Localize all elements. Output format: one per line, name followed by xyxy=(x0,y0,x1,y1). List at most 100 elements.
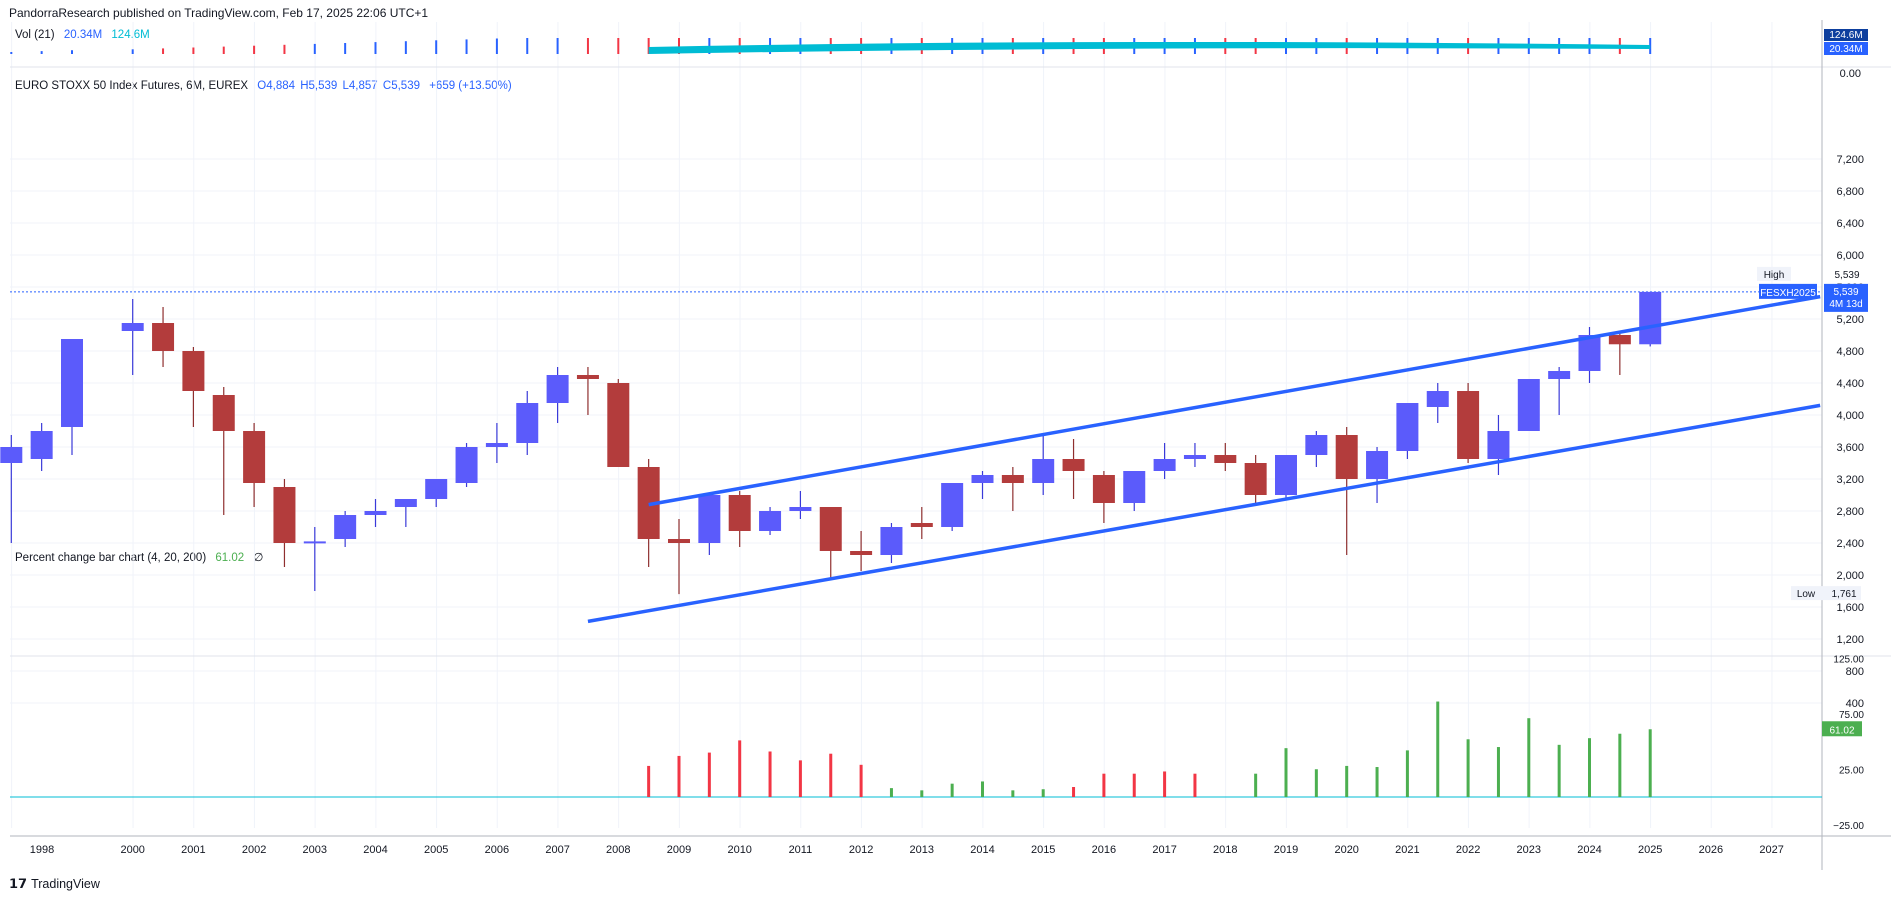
time-axis-label: 2007 xyxy=(545,844,569,856)
pct-axis-tick-label: −25.00 xyxy=(1833,821,1864,832)
price-axis-tick-label: 2,800 xyxy=(1836,506,1864,518)
pct-bar xyxy=(1284,748,1288,797)
price-axis-tick-label: 6,800 xyxy=(1836,186,1864,198)
candle-body xyxy=(1275,455,1297,495)
price-axis-tick-label: 800 xyxy=(1846,666,1864,678)
candle-body xyxy=(910,523,933,527)
pct-bar xyxy=(920,790,924,797)
candle-body xyxy=(941,483,964,527)
candle-body xyxy=(152,323,175,351)
candle-body xyxy=(1244,463,1267,495)
price-axis-tick-label: 4,000 xyxy=(1836,410,1864,422)
pct-axis-tick-label: 75.00 xyxy=(1839,710,1864,721)
candle-body xyxy=(1426,391,1449,407)
symbol-title: EURO STOXX 50 Index Futures, 6M, EUREX xyxy=(15,80,249,92)
candle-body xyxy=(243,431,266,483)
candle-body xyxy=(61,339,83,427)
pct-bar xyxy=(1254,773,1258,797)
pct-bar xyxy=(1345,765,1349,797)
price-legend[interactable]: EURO STOXX 50 Index Futures, 6M, EUREX O… xyxy=(15,80,518,92)
time-axis-label: 2023 xyxy=(1517,844,1541,856)
candle-body xyxy=(728,495,751,531)
candle-body xyxy=(425,479,448,499)
pct-bar xyxy=(1466,739,1470,797)
candle-body xyxy=(364,511,387,515)
time-axis-label: 2005 xyxy=(424,844,448,856)
time-axis-label: 1998 xyxy=(30,844,54,856)
volume-ma-area xyxy=(648,41,1651,54)
tradingview-logo-icon: 𝟭𝟳 xyxy=(9,876,28,891)
pct-bar xyxy=(677,755,681,797)
candle-body xyxy=(668,539,690,543)
low-label: Low xyxy=(1797,589,1816,600)
price-axis-tick-label: 7,200 xyxy=(1836,154,1864,166)
price-axis-tick-label: 3,200 xyxy=(1836,474,1864,486)
candle-body xyxy=(1032,459,1055,483)
volume-legend[interactable]: Vol (21) 20.34M 124.6M xyxy=(15,29,156,41)
pct-bar xyxy=(1072,787,1076,797)
ohlc-high: H5,539 xyxy=(300,80,338,92)
candle-body xyxy=(1396,403,1419,451)
trend-channel-line xyxy=(587,403,1821,624)
pct-bar xyxy=(1588,738,1591,797)
volume-axis-label1-bg xyxy=(1824,29,1868,41)
pct-bar xyxy=(1375,767,1379,797)
candle-body xyxy=(759,511,782,531)
current-price-bg xyxy=(1824,283,1868,312)
high-label: High xyxy=(1764,270,1785,281)
pct-legend[interactable]: Percent change bar chart (4, 20, 200) 61… xyxy=(15,550,269,564)
time-axis-label: 2019 xyxy=(1274,844,1298,856)
pct-bar xyxy=(950,783,954,797)
candle-body xyxy=(1305,435,1328,455)
time-axis-label: 2025 xyxy=(1638,844,1662,856)
time-axis-label: 2026 xyxy=(1699,844,1723,856)
candle-body xyxy=(546,375,569,403)
pct-bar xyxy=(1102,773,1106,797)
candles xyxy=(0,291,1662,595)
candle-body xyxy=(212,395,235,431)
candle-body xyxy=(1092,475,1115,503)
time-axis-label: 2018 xyxy=(1213,844,1237,856)
chart-canvas[interactable]: 7,2006,8006,4006,0005,6005,2004,8004,400… xyxy=(0,0,1891,870)
time-axis-label: 2012 xyxy=(849,844,873,856)
price-axis-tick-label: 6,400 xyxy=(1836,218,1864,230)
candle-body xyxy=(880,527,903,555)
pct-bar xyxy=(647,765,651,797)
candle-body xyxy=(0,447,23,463)
bar-countdown: 4M 13d xyxy=(1829,299,1862,310)
pct-bar xyxy=(738,740,742,797)
time-axis-label: 2011 xyxy=(789,844,813,856)
time-axis-label: 2022 xyxy=(1456,844,1480,856)
pct-axis-tick-label: 25.00 xyxy=(1839,765,1864,776)
time-axis-label: 2010 xyxy=(727,844,751,856)
price-axis-tick-label: 3,600 xyxy=(1836,442,1864,454)
price-axis-tick-label: 2,400 xyxy=(1836,538,1864,550)
price-axis-tick-label: 4,400 xyxy=(1836,378,1864,390)
candle-body xyxy=(1517,379,1540,431)
pct-bar xyxy=(889,788,893,797)
price-axis-tick-label: 2,000 xyxy=(1836,570,1864,582)
pct-bar xyxy=(1618,733,1622,797)
symbol-tag-bg xyxy=(1759,283,1817,299)
candle-body xyxy=(971,475,994,483)
time-axis-label: 2009 xyxy=(667,844,691,856)
candle-body xyxy=(273,487,296,543)
pct-legend-name: Percent change bar chart (4, 20, 200) xyxy=(15,552,207,564)
pct-bars xyxy=(647,701,1652,797)
pct-bar xyxy=(829,753,833,797)
time-axis-label: 2014 xyxy=(970,844,994,856)
publish-header: PandorraResearch published on TradingVie… xyxy=(9,6,429,20)
trend-channel-line xyxy=(648,294,1821,507)
pct-bar xyxy=(707,752,711,797)
time-axis-label: 2001 xyxy=(181,844,205,856)
pct-value-tag: 61.02 xyxy=(1829,725,1854,736)
candle-body xyxy=(1001,475,1024,483)
pct-bar xyxy=(798,760,802,797)
tradingview-footer[interactable]: 𝟭𝟳 TradingView xyxy=(9,876,100,892)
candle-body xyxy=(394,499,417,507)
time-axis-label: 2008 xyxy=(606,844,630,856)
pct-bar xyxy=(1405,750,1409,797)
price-axis-tick-label: 400 xyxy=(1846,698,1864,710)
candle-body xyxy=(485,443,508,447)
candle-body xyxy=(334,515,357,539)
